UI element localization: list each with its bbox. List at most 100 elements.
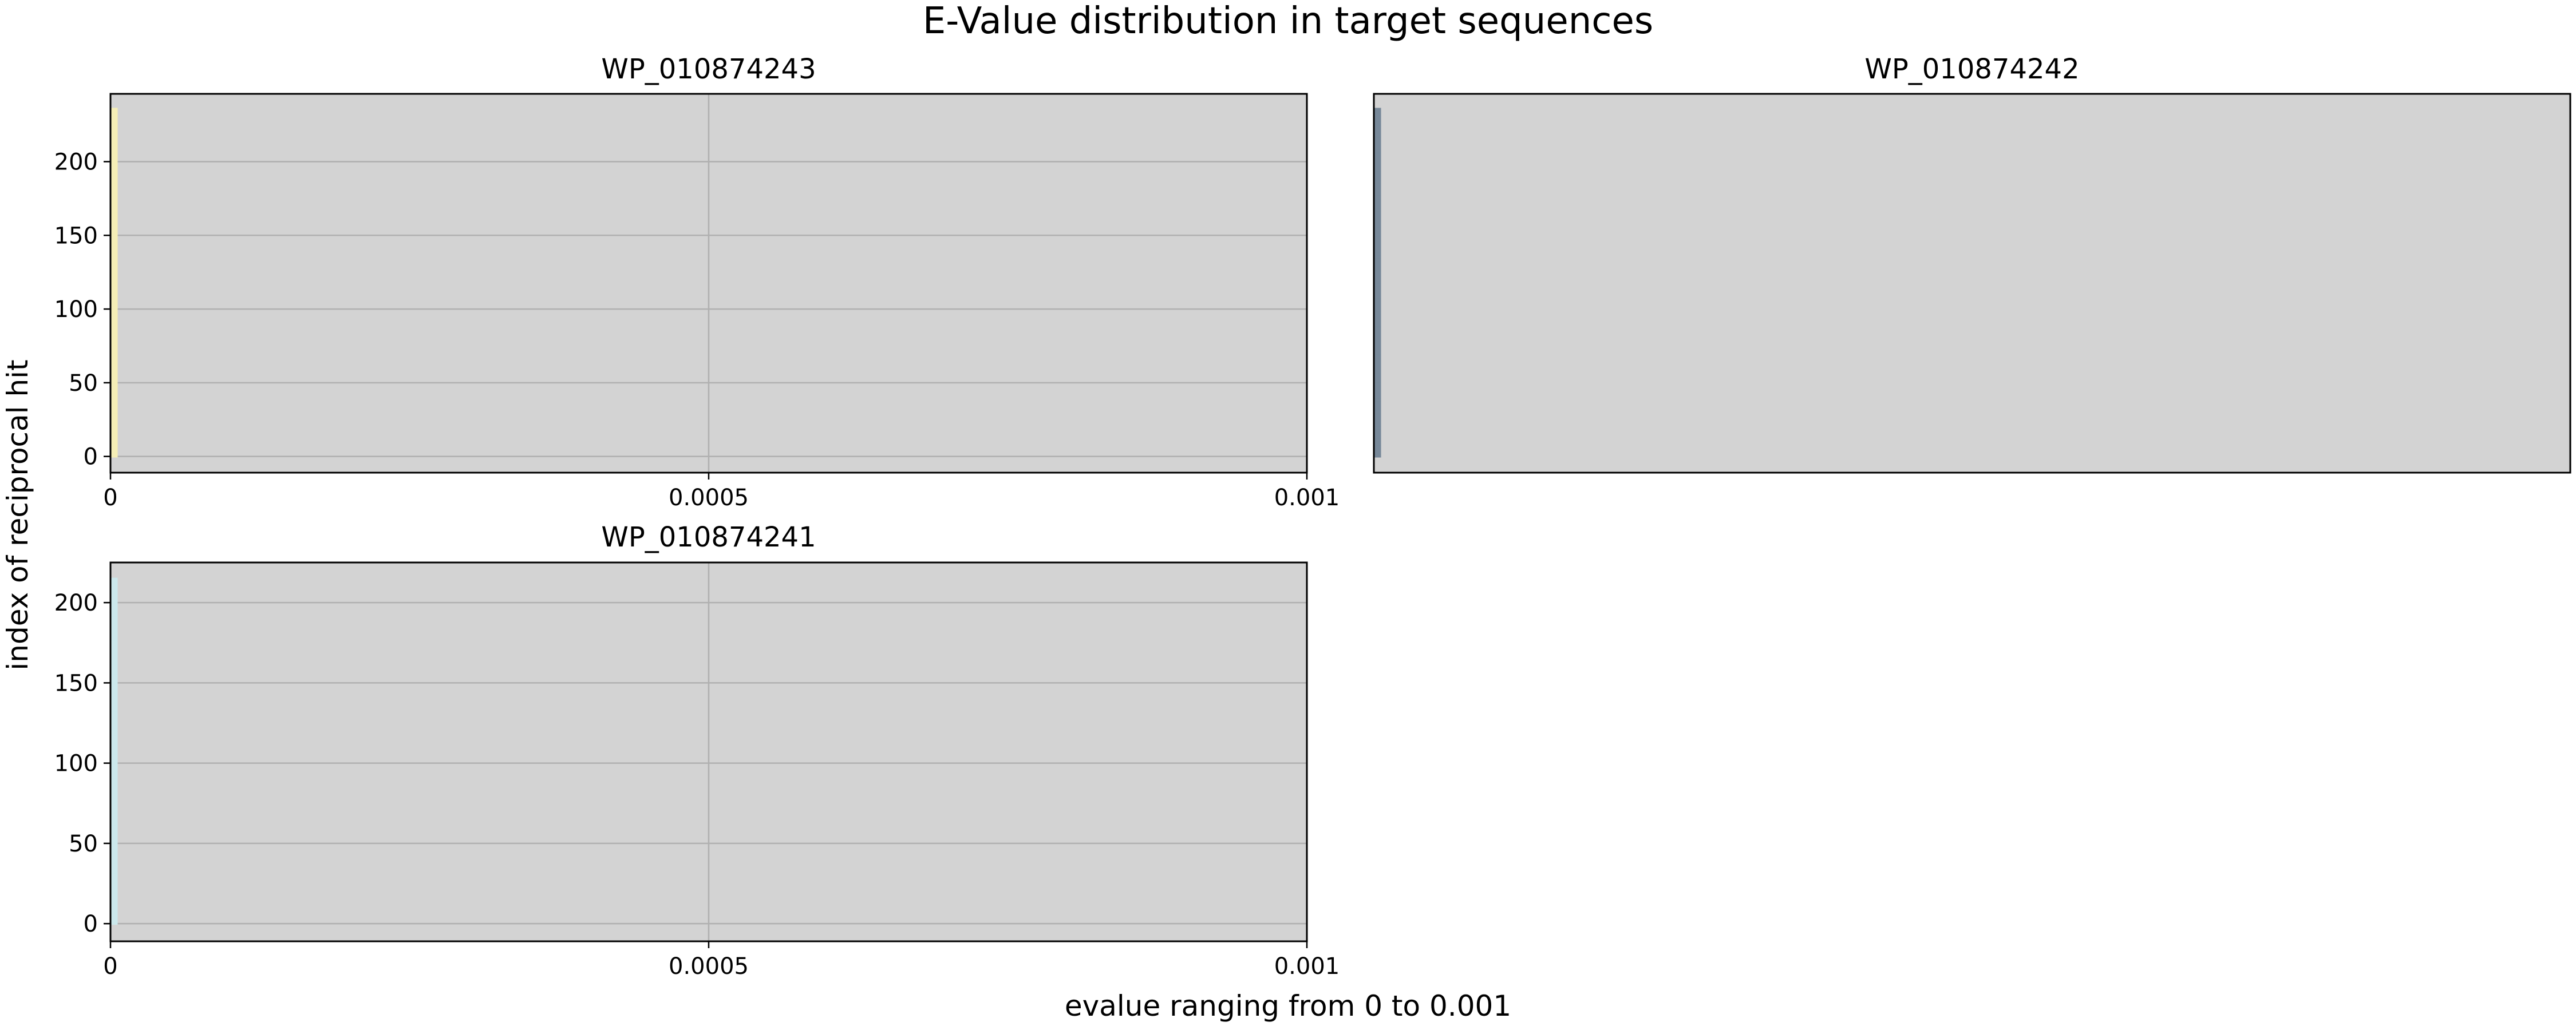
evalue-bar bbox=[110, 873, 118, 876]
evalue-bar bbox=[1374, 184, 1381, 187]
evalue-bar bbox=[110, 450, 118, 452]
evalue-bar bbox=[1374, 351, 1381, 353]
evalue-bar bbox=[110, 435, 118, 437]
evalue-bar bbox=[1374, 413, 1381, 415]
evalue-bar bbox=[1374, 240, 1381, 243]
evalue-bar bbox=[110, 399, 118, 402]
evalue-bar bbox=[1374, 208, 1381, 210]
evalue-bar bbox=[1374, 407, 1381, 409]
evalue-bar bbox=[1374, 215, 1381, 217]
evalue-bar bbox=[110, 896, 118, 898]
evalue-bar bbox=[110, 587, 118, 589]
evalue-bar bbox=[1374, 217, 1381, 219]
evalue-bar bbox=[110, 627, 118, 630]
evalue-bar bbox=[1374, 131, 1381, 133]
evalue-bar bbox=[110, 643, 118, 646]
evalue-bar bbox=[110, 401, 118, 403]
evalue-bar bbox=[110, 781, 118, 784]
evalue-bar bbox=[110, 245, 118, 247]
evalue-bar bbox=[110, 791, 118, 794]
evalue-bar bbox=[110, 310, 118, 312]
evalue-bar bbox=[110, 146, 118, 148]
evalue-bar bbox=[110, 177, 118, 179]
evalue-bar bbox=[110, 392, 118, 394]
evalue-bar bbox=[1374, 189, 1381, 191]
evalue-bar bbox=[110, 320, 118, 322]
evalue-bar bbox=[110, 366, 118, 368]
x-tick-label: 0 bbox=[103, 953, 117, 980]
evalue-bar bbox=[1374, 118, 1381, 120]
evalue-bar bbox=[110, 854, 118, 856]
evalue-bar bbox=[110, 223, 118, 225]
evalue-bar bbox=[1374, 340, 1381, 343]
evalue-bar bbox=[110, 607, 118, 609]
axes-background bbox=[1374, 94, 2570, 473]
evalue-bar bbox=[110, 709, 118, 712]
evalue-bar bbox=[110, 318, 118, 320]
evalue-bar bbox=[1374, 324, 1381, 327]
evalue-bar bbox=[110, 900, 118, 902]
evalue-bar bbox=[1374, 239, 1381, 241]
evalue-bar bbox=[110, 382, 118, 384]
evalue-bar bbox=[110, 271, 118, 274]
evalue-bar bbox=[1374, 280, 1381, 283]
evalue-bar bbox=[1374, 418, 1381, 421]
evalue-bar bbox=[110, 858, 118, 861]
evalue-bar bbox=[110, 121, 118, 123]
evalue-bar bbox=[1374, 352, 1381, 355]
evalue-bar bbox=[110, 611, 118, 613]
evalue-bar bbox=[1374, 296, 1381, 299]
evalue-bar bbox=[110, 878, 118, 880]
evalue-bar bbox=[1374, 432, 1381, 434]
evalue-bar bbox=[110, 213, 118, 216]
evalue-bar bbox=[110, 131, 118, 133]
evalue-bar bbox=[1374, 121, 1381, 123]
evalue-bar bbox=[110, 373, 118, 375]
evalue-bar bbox=[110, 327, 118, 330]
evalue-bar bbox=[110, 169, 118, 172]
evalue-bar bbox=[1374, 213, 1381, 216]
evalue-bar bbox=[110, 669, 118, 671]
evalue-bar bbox=[1374, 305, 1381, 307]
evalue-bar bbox=[1374, 399, 1381, 402]
evalue-bar bbox=[1374, 120, 1381, 122]
evalue-bar bbox=[1374, 317, 1381, 319]
evalue-bar bbox=[1374, 385, 1381, 387]
evalue-bar bbox=[110, 868, 118, 870]
evalue-bar bbox=[110, 451, 118, 453]
evalue-bar bbox=[110, 376, 118, 378]
evalue-bar bbox=[1374, 231, 1381, 234]
evalue-bar bbox=[1374, 339, 1381, 342]
evalue-bar bbox=[110, 274, 118, 276]
evalue-bar bbox=[110, 208, 118, 210]
evalue-bar bbox=[110, 439, 118, 442]
evalue-bar bbox=[1374, 202, 1381, 204]
evalue-bar bbox=[110, 691, 118, 694]
evalue-bar bbox=[110, 187, 118, 189]
y-tick-label: 0 bbox=[84, 911, 98, 937]
evalue-bar bbox=[1374, 207, 1381, 209]
evalue-bar bbox=[1374, 272, 1381, 275]
evalue-bar bbox=[110, 141, 118, 144]
evalue-bar bbox=[110, 159, 118, 161]
evalue-bar bbox=[1374, 443, 1381, 446]
subplot-title: WP_010874243 bbox=[601, 53, 816, 85]
evalue-bar bbox=[110, 217, 118, 219]
evalue-bar bbox=[1374, 455, 1381, 458]
evalue-bar bbox=[1374, 183, 1381, 185]
evalue-bar bbox=[1374, 195, 1381, 197]
evalue-bar bbox=[110, 266, 118, 268]
evalue-bar bbox=[110, 138, 118, 141]
evalue-bar bbox=[110, 871, 118, 874]
evalue-bar bbox=[1374, 435, 1381, 437]
evalue-bar bbox=[1374, 361, 1381, 363]
evalue-bar bbox=[110, 414, 118, 417]
evalue-bar bbox=[110, 680, 118, 683]
evalue-bar bbox=[110, 775, 118, 778]
evalue-bar bbox=[1374, 156, 1381, 159]
evalue-bar bbox=[110, 725, 118, 728]
evalue-bar bbox=[110, 397, 118, 399]
evalue-bar bbox=[1374, 302, 1381, 304]
evalue-bar bbox=[110, 664, 118, 667]
evalue-bar bbox=[1374, 335, 1381, 337]
